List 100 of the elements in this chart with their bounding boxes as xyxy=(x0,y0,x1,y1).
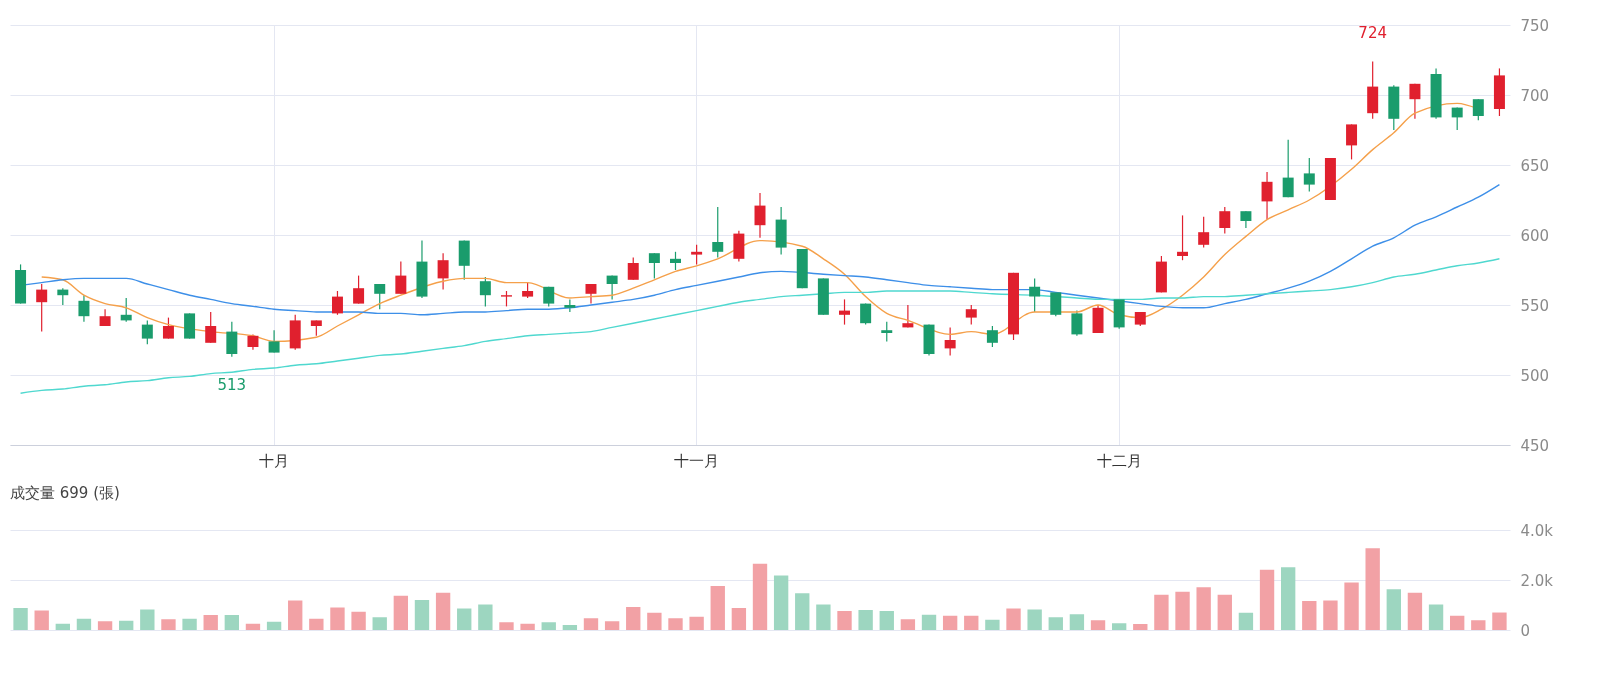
y-tick-label: 4.0k xyxy=(1520,521,1554,540)
candlestick xyxy=(1282,139,1294,198)
bar xyxy=(689,616,704,630)
y-tick-label: 450 xyxy=(1520,436,1550,455)
candlestick xyxy=(627,256,639,281)
candlestick xyxy=(331,290,343,316)
candlestick xyxy=(479,276,491,307)
candlestick xyxy=(691,244,703,265)
candlestick xyxy=(839,298,850,326)
bar xyxy=(1154,594,1169,630)
bar xyxy=(1259,569,1275,630)
bar xyxy=(964,615,979,630)
bar xyxy=(1027,609,1042,630)
y-tick-label: 600 xyxy=(1520,226,1550,245)
bar xyxy=(393,595,409,630)
bar xyxy=(879,611,894,630)
bar xyxy=(731,608,747,630)
bar xyxy=(985,619,1000,630)
y-tick-label: 2.0k xyxy=(1520,571,1554,590)
bar xyxy=(76,618,92,630)
x-tick-label: 十二月 xyxy=(1096,451,1142,470)
candlestick xyxy=(712,206,724,258)
candlestick xyxy=(78,294,90,323)
bar xyxy=(1006,608,1021,630)
candlestick xyxy=(564,298,576,313)
bar xyxy=(562,625,578,630)
annotation: 513 xyxy=(217,375,247,394)
y-tick-label: 0 xyxy=(1520,621,1531,640)
bar xyxy=(140,609,155,630)
bar xyxy=(1365,548,1380,630)
bar xyxy=(900,619,916,630)
candlestick xyxy=(1261,171,1273,221)
bar xyxy=(1111,623,1127,630)
bar xyxy=(55,623,70,630)
y-tick-label: 500 xyxy=(1520,366,1550,385)
bar xyxy=(921,614,937,630)
bar xyxy=(435,592,451,630)
bar xyxy=(203,615,218,630)
bar xyxy=(1090,620,1106,630)
bar xyxy=(837,611,852,630)
bar xyxy=(351,611,366,630)
bar xyxy=(13,608,28,630)
y-tick-label: 750 xyxy=(1520,16,1550,35)
y-tick-label: 650 xyxy=(1520,156,1550,175)
y-tick-label: 700 xyxy=(1520,86,1550,105)
candlestick xyxy=(585,283,597,305)
candlestick xyxy=(374,283,386,310)
bar xyxy=(1471,620,1486,630)
bar xyxy=(1407,592,1423,630)
bar xyxy=(34,610,49,630)
bar xyxy=(583,618,599,630)
bar xyxy=(626,607,641,630)
candlestick xyxy=(1050,291,1062,317)
bar xyxy=(1133,624,1148,630)
candlestick xyxy=(1472,98,1484,121)
bar xyxy=(773,575,789,630)
candlestick xyxy=(986,325,998,348)
bar xyxy=(457,608,472,630)
bar xyxy=(161,619,176,630)
bar xyxy=(1217,594,1232,630)
bar xyxy=(520,623,535,630)
bar xyxy=(372,617,387,630)
candlestick xyxy=(881,321,893,342)
bar xyxy=(1175,591,1190,630)
bar xyxy=(795,593,810,630)
candlestick xyxy=(1029,277,1041,313)
bar xyxy=(1492,612,1507,630)
bar xyxy=(1196,587,1211,630)
bar xyxy=(1344,582,1359,630)
bar xyxy=(499,622,514,630)
candlestick xyxy=(141,319,153,345)
bar xyxy=(414,600,430,630)
candlestick xyxy=(226,321,238,358)
bar xyxy=(245,623,261,630)
candlestick xyxy=(36,283,48,333)
bar xyxy=(1323,600,1338,630)
bar xyxy=(541,622,556,630)
candlestick xyxy=(395,261,407,295)
bar xyxy=(1302,601,1317,630)
candlestick xyxy=(670,251,681,271)
candlestick xyxy=(1177,214,1189,261)
bar xyxy=(752,563,768,630)
candlestick xyxy=(1219,206,1231,235)
y-tick-label: 550 xyxy=(1520,296,1550,315)
candlestick xyxy=(268,329,280,354)
annotation: 724 xyxy=(1358,24,1387,43)
bar xyxy=(224,615,240,630)
bar xyxy=(182,618,197,630)
candlestick xyxy=(353,275,365,305)
bar xyxy=(1386,589,1401,630)
candlestick xyxy=(944,326,956,356)
bar xyxy=(1238,612,1254,630)
bar xyxy=(604,621,620,630)
bar xyxy=(266,621,282,630)
bar xyxy=(1048,617,1063,630)
candlestick xyxy=(965,304,977,326)
candlestick xyxy=(1198,216,1210,249)
bar xyxy=(1069,614,1085,630)
bar xyxy=(478,604,493,630)
bar xyxy=(942,615,958,630)
